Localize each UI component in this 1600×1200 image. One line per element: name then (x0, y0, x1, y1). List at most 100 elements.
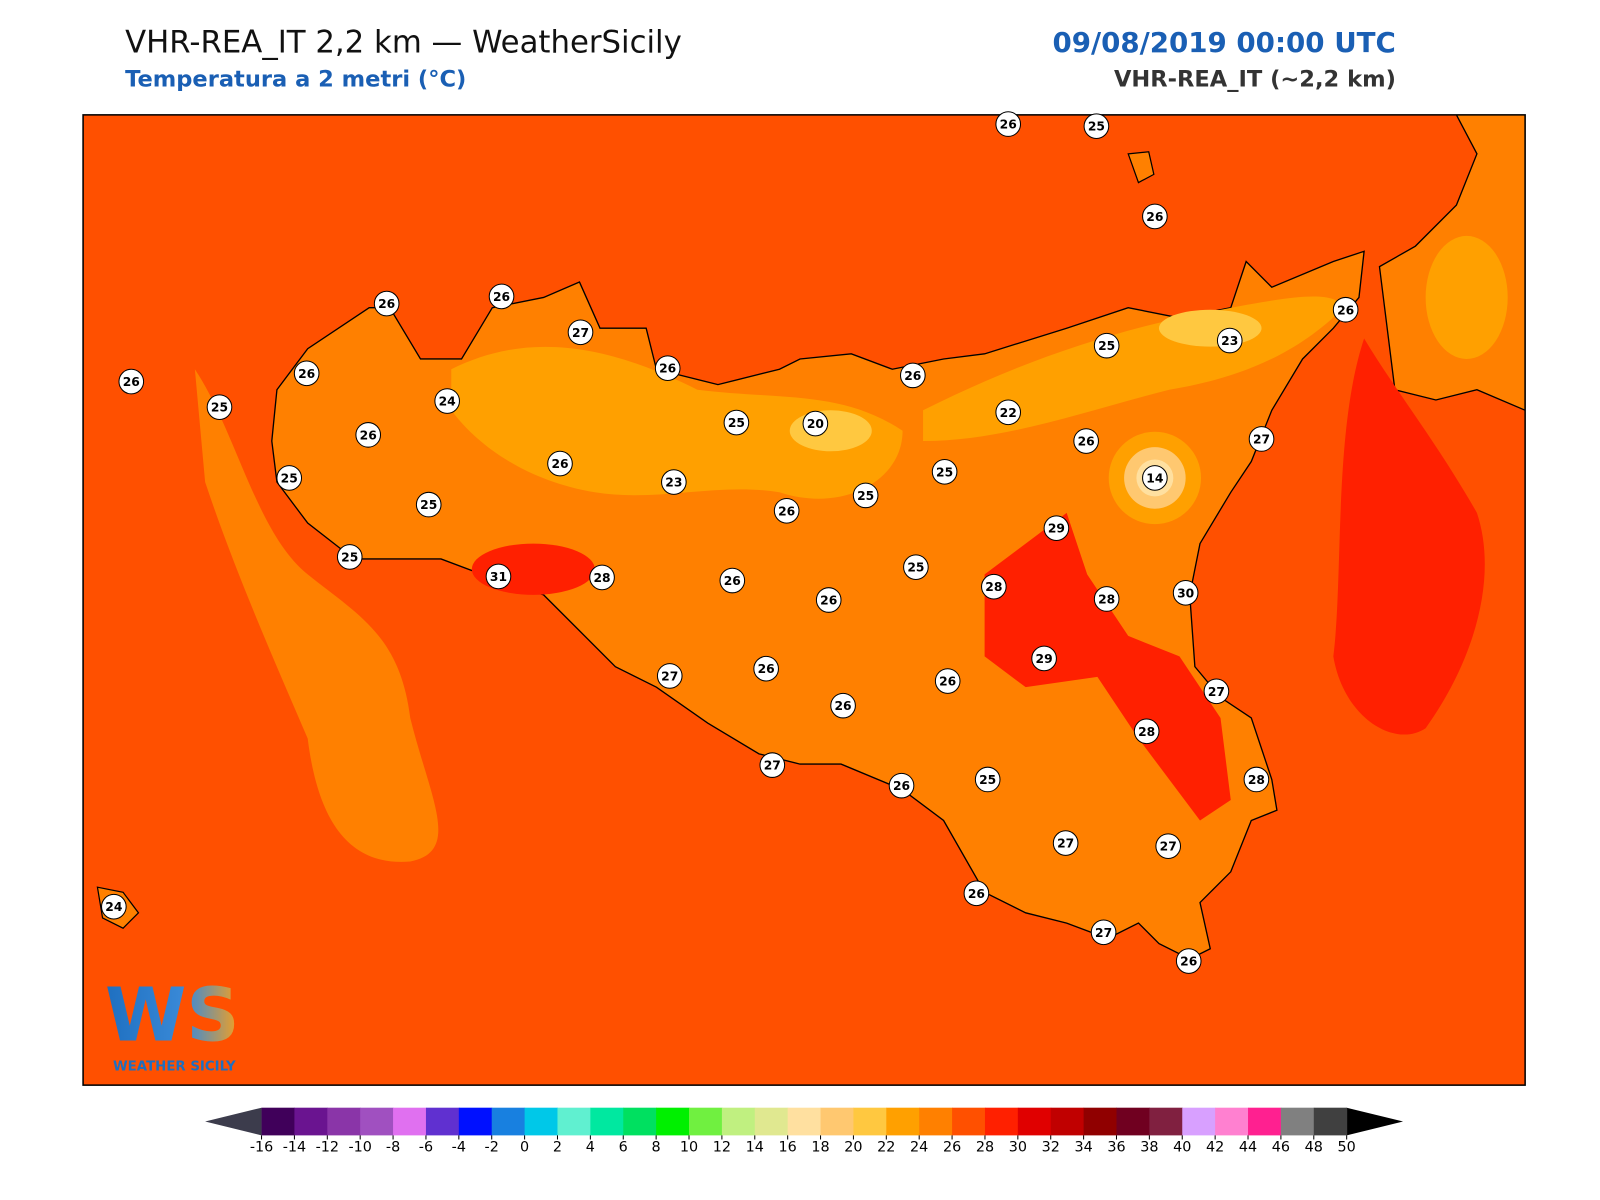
station: 26 (899, 362, 926, 389)
station-value: 27 (1160, 840, 1177, 854)
station-marker (1093, 586, 1120, 612)
station-marker (1203, 678, 1230, 705)
colorbar-bin (984, 1107, 1019, 1136)
station-value: 25 (936, 465, 953, 479)
station-marker (118, 368, 145, 395)
station: 29 (1031, 645, 1057, 672)
colorbar-bin (656, 1107, 690, 1136)
station-marker (206, 394, 233, 420)
sea-warm-region (194, 369, 439, 862)
colorbar-bin (1280, 1107, 1315, 1136)
station: 27 (1203, 678, 1230, 705)
station-marker (723, 409, 750, 436)
colorbar-tick-label: 8 (652, 1140, 661, 1156)
colorbar-tick-label: 6 (619, 1140, 628, 1156)
station-marker (899, 362, 926, 389)
station-marker (1090, 919, 1117, 946)
station: 28 (1243, 766, 1270, 793)
station-value: 26 (1000, 118, 1017, 132)
station: 25 (276, 465, 303, 491)
colorbar-tick-label: 22 (877, 1140, 895, 1156)
station-value: 24 (439, 395, 456, 409)
catania-warm (984, 512, 1231, 821)
station: 26 (355, 422, 382, 448)
station-value: 26 (778, 504, 795, 518)
warm-sea-strip (1333, 338, 1485, 735)
station-value: 26 (1180, 955, 1197, 969)
station: 26 (547, 450, 573, 477)
station-marker (1175, 948, 1202, 974)
station-value: 26 (551, 457, 568, 471)
stations: 26 25 26 26 25 26 26 26 27 26 24 26 25 25 25 26 23 25 20 26… (101, 111, 1359, 974)
station-marker (434, 388, 460, 414)
station-value: 26 (758, 662, 775, 676)
colorbar-tick-label: 42 (1206, 1140, 1224, 1156)
station-value: 26 (123, 375, 140, 389)
station-value: 26 (968, 887, 985, 901)
station: 26 (654, 355, 681, 382)
station: 29 (1043, 515, 1070, 542)
title: VHR-REA_IT 2,2 km — WeatherSicily (125, 25, 682, 61)
station: 25 (974, 766, 1001, 793)
colorbar-bin (1050, 1107, 1085, 1136)
station-value: 27 (764, 759, 781, 773)
station-value: 28 (1138, 725, 1155, 739)
station: 26 (293, 360, 320, 387)
colorbar-tick-label: 30 (1009, 1140, 1027, 1156)
station-marker (995, 399, 1022, 426)
station-marker (101, 893, 127, 920)
colorbar-bin (754, 1107, 789, 1136)
station-marker (1216, 327, 1243, 354)
colorbar-bin (886, 1107, 920, 1136)
station: 28 (981, 573, 1007, 600)
station: 25 (415, 491, 442, 518)
station-value: 26 (378, 297, 395, 311)
colorbar-bin (721, 1107, 756, 1136)
logo-mark: WS (105, 973, 240, 1059)
station-value: 25 (1088, 120, 1105, 134)
station-value: 29 (1036, 652, 1053, 666)
station-marker (802, 410, 829, 437)
colorbar-tick-label: 50 (1338, 1140, 1356, 1156)
colorbar-bin (820, 1107, 854, 1136)
station: 26 (1175, 948, 1202, 974)
station-marker (1043, 515, 1070, 542)
station-value: 25 (420, 498, 437, 512)
station-value: 27 (1095, 926, 1112, 940)
colorbar-tick-label: 40 (1173, 1140, 1191, 1156)
station-marker (815, 587, 842, 613)
station-value: 27 (661, 669, 678, 683)
colorbar-tick-label: 16 (779, 1140, 797, 1156)
station-value: 26 (1337, 303, 1354, 317)
station-value: 30 (1177, 586, 1194, 600)
station: 24 (434, 388, 460, 414)
station: 26 (815, 587, 842, 613)
station-value: 25 (211, 401, 228, 415)
colorbar-tick-label: -4 (452, 1140, 466, 1156)
station: 31 (485, 563, 512, 590)
station-marker (1142, 465, 1168, 491)
colorbar-bin (1083, 1107, 1118, 1136)
logo-caption: WEATHER SICILY (113, 1060, 236, 1075)
station-marker (1248, 426, 1275, 452)
station-value: 26 (298, 367, 315, 381)
station: 26 (373, 290, 400, 317)
station-value: 23 (665, 476, 682, 490)
map-area (83, 114, 1526, 1086)
colorbar-tick-label: 28 (976, 1140, 994, 1156)
colorbar-bin (919, 1107, 953, 1136)
station-value: 26 (1078, 435, 1095, 449)
subtitle: Temperatura a 2 metri (°C) (125, 67, 466, 93)
station-value: 26 (835, 699, 852, 713)
colorbar-tick-label: 12 (713, 1140, 731, 1156)
station-marker (934, 668, 961, 694)
colorbar-tick-label: -6 (419, 1140, 433, 1156)
colorbar-tick-label: 34 (1074, 1140, 1092, 1156)
colorbar-bin (294, 1107, 328, 1136)
station-marker (415, 491, 442, 518)
station-marker (888, 772, 915, 799)
station-value: 26 (659, 362, 676, 376)
station-value: 26 (360, 428, 377, 442)
colorbar-tick-label: 4 (586, 1140, 595, 1156)
